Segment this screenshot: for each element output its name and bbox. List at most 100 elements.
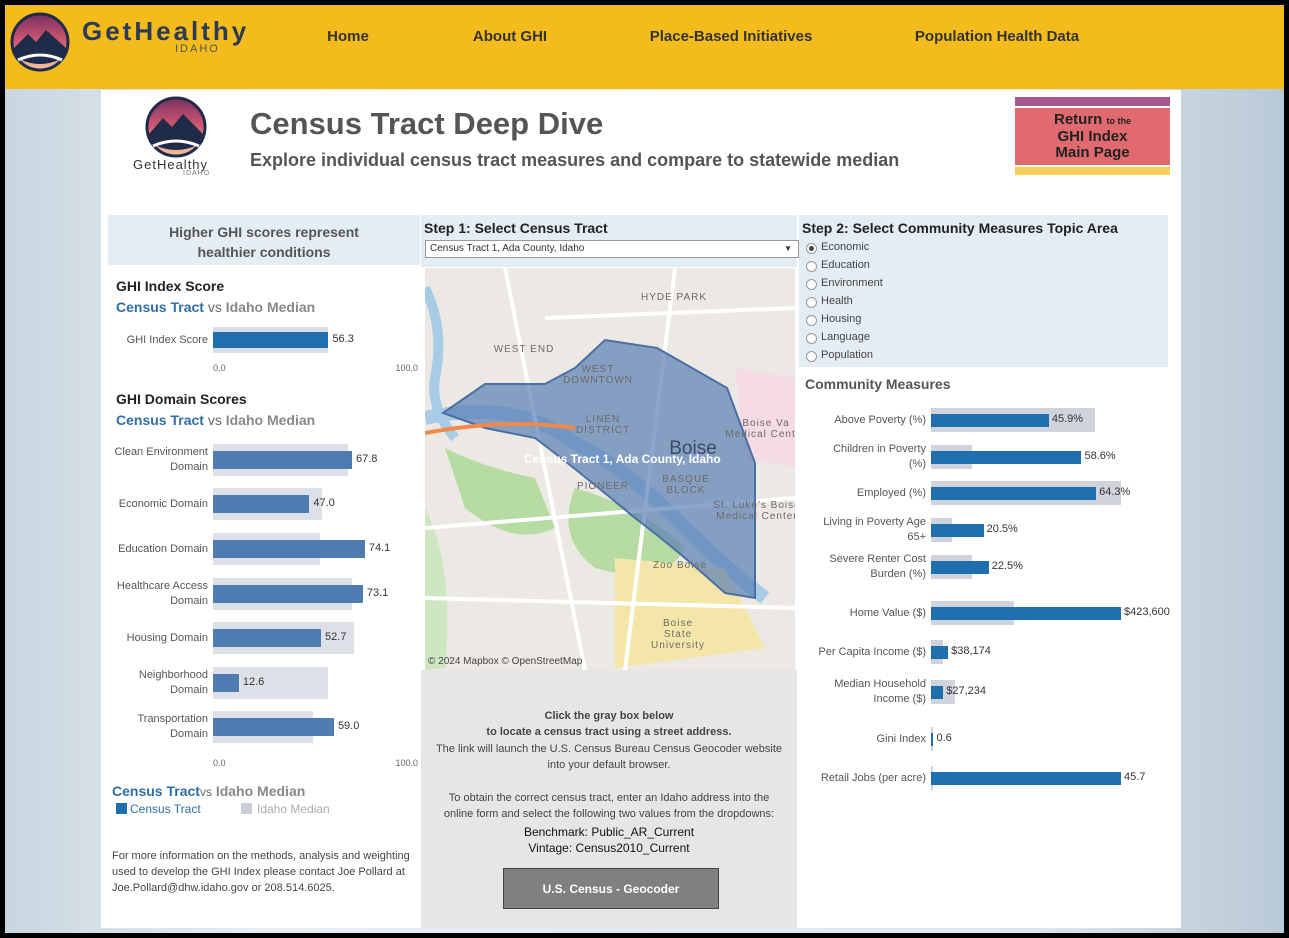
value-label: 56.3	[332, 333, 354, 345]
radio-button[interactable]	[806, 351, 817, 362]
chart-subtitle: Census Tract vs Idaho Median	[116, 299, 315, 315]
radio-label[interactable]: Language	[821, 331, 870, 343]
footer-note: For more information on the methods, ana…	[112, 850, 410, 894]
logo-text: GetHealthy	[133, 157, 209, 172]
category-label: Clean Environment Domain	[114, 446, 208, 473]
category-label: Gini Index	[876, 732, 926, 745]
value-label: 45.9%	[1051, 413, 1084, 425]
value-label: 73.1	[366, 587, 389, 599]
chart-title: GHI Domain Scores	[116, 391, 247, 407]
value-label: 0.6	[936, 732, 952, 744]
legend-title-tract: Census Tract	[112, 783, 200, 799]
subtitle-tract: Census Tract	[116, 299, 204, 315]
category-label: Education Domain	[118, 542, 208, 555]
radio-label[interactable]: Economic	[821, 241, 870, 253]
radio-label[interactable]: Education	[821, 259, 870, 271]
map[interactable]: HYDE PARK WEST END WEST DOWNTOWN LINEN DIST…	[425, 268, 795, 670]
category-label: Transportation Domain	[137, 713, 208, 740]
category-label: Living in Poverty Age 65+	[823, 516, 926, 543]
tract-bar	[931, 560, 989, 574]
dropdown-arrow: ▼	[784, 244, 792, 253]
value-label: 67.8	[355, 453, 378, 465]
legend-vs: vs	[199, 785, 212, 799]
radio-label[interactable]: Population	[821, 349, 873, 361]
map-label: PIONEER	[576, 481, 630, 492]
radio-button[interactable]	[806, 261, 817, 272]
category-label: Above Poverty (%)	[834, 413, 926, 426]
note-box	[108, 215, 420, 265]
value-label: 45.7	[1124, 771, 1146, 783]
instruction-line: into your default browser.	[547, 759, 671, 771]
tract-bar	[931, 523, 984, 537]
value-label: 74.1	[368, 542, 391, 554]
map-label: WEST DOWNTOWN	[562, 364, 634, 386]
value-label: 47.0	[313, 497, 335, 509]
tract-bar	[931, 486, 1097, 500]
button-text: to the	[1106, 116, 1132, 126]
legend-swatch	[241, 803, 252, 814]
stripe	[1015, 167, 1170, 175]
map-overlay-label: Census Tract 1, Ada County, Idaho	[524, 452, 721, 466]
tract-bar	[931, 732, 934, 746]
map-label: Boise State University	[651, 618, 705, 651]
radio-button[interactable]	[806, 297, 817, 308]
map-label: LINEN DISTRICT	[575, 414, 631, 436]
tract-bar	[213, 718, 334, 736]
instruction-line: Vintage: Census2010_Current	[528, 841, 690, 855]
header-logo	[145, 96, 207, 158]
category-label: Per Capita Income ($)	[818, 645, 926, 658]
map-label: St. Luke's Boise Medical Center	[713, 500, 795, 522]
map-label: WEST END	[493, 344, 555, 355]
subtitle-median: Idaho Median	[225, 412, 316, 428]
tract-bar	[931, 413, 1049, 427]
tract-bar	[213, 629, 322, 647]
tract-bar	[213, 495, 310, 513]
map-attribution: © 2024 Mapbox © OpenStreetMap	[428, 656, 583, 667]
radio-button[interactable]	[806, 333, 817, 344]
nav-link[interactable]: Place-Based Initiatives	[649, 28, 813, 45]
legend-swatch	[116, 803, 127, 814]
category-label: Housing Domain	[126, 631, 208, 644]
radio-button[interactable]	[806, 279, 817, 290]
instruction-line: Benchmark: Public_AR_Current	[523, 825, 695, 839]
tract-bar	[213, 540, 365, 558]
radio-button[interactable]	[806, 315, 817, 326]
button-text: U.S. Census - Geocoder	[542, 881, 680, 896]
logo-sub: IDAHO	[183, 170, 211, 177]
value-label: 52.7	[325, 631, 347, 643]
chart-title: Community Measures	[805, 376, 951, 392]
dropdown[interactable]: Census Tract 1, Ada County, Idaho ▼	[425, 240, 799, 258]
map-base	[425, 268, 795, 670]
legend-item: Census Tract	[130, 802, 201, 816]
nav-link[interactable]: About GHI	[472, 28, 548, 45]
category-label: Neighborhood Domain	[138, 669, 208, 696]
value-label: 22.5%	[991, 560, 1023, 572]
instruction-line: The link will launch the U.S. Census Bur…	[435, 743, 783, 755]
button-text: Return	[1053, 111, 1103, 128]
category-label: Healthcare Access Domain	[116, 580, 208, 607]
category-label: Retail Jobs (per acre)	[820, 771, 926, 784]
tract-bar	[931, 685, 944, 699]
geocoder-button[interactable]: U.S. Census - Geocoder	[503, 868, 719, 909]
map-label: BASQUE BLOCK	[662, 474, 710, 496]
nav-link[interactable]: Population Health Data	[914, 28, 1080, 45]
stripe	[1015, 97, 1170, 106]
instruction-line: Click the gray box below	[544, 710, 674, 722]
legend-title: Census Tractvs Idaho Median	[112, 783, 305, 799]
radio-label[interactable]: Health	[821, 295, 853, 307]
step-band	[799, 215, 1168, 367]
return-button[interactable]: Return to the GHI Index Main Page	[1015, 108, 1170, 165]
tract-bar	[213, 585, 363, 603]
x-tick-label: 100.0	[395, 363, 418, 373]
value-label: 12.6	[242, 676, 265, 688]
category-label: Median Household Income ($)	[834, 678, 926, 705]
instruction-line: To obtain the correct census tract, ente…	[448, 792, 770, 804]
category-label: Children in Poverty (%)	[833, 443, 926, 470]
radio-label[interactable]: Housing	[821, 313, 862, 325]
radio-label[interactable]: Environment	[821, 277, 883, 289]
tract-bar	[931, 450, 1082, 464]
value-label: 20.5%	[986, 523, 1018, 535]
brand-sub: IDAHO	[175, 43, 220, 55]
value-label: 64.3%	[1099, 486, 1131, 498]
nav-link[interactable]: Home	[327, 28, 369, 45]
